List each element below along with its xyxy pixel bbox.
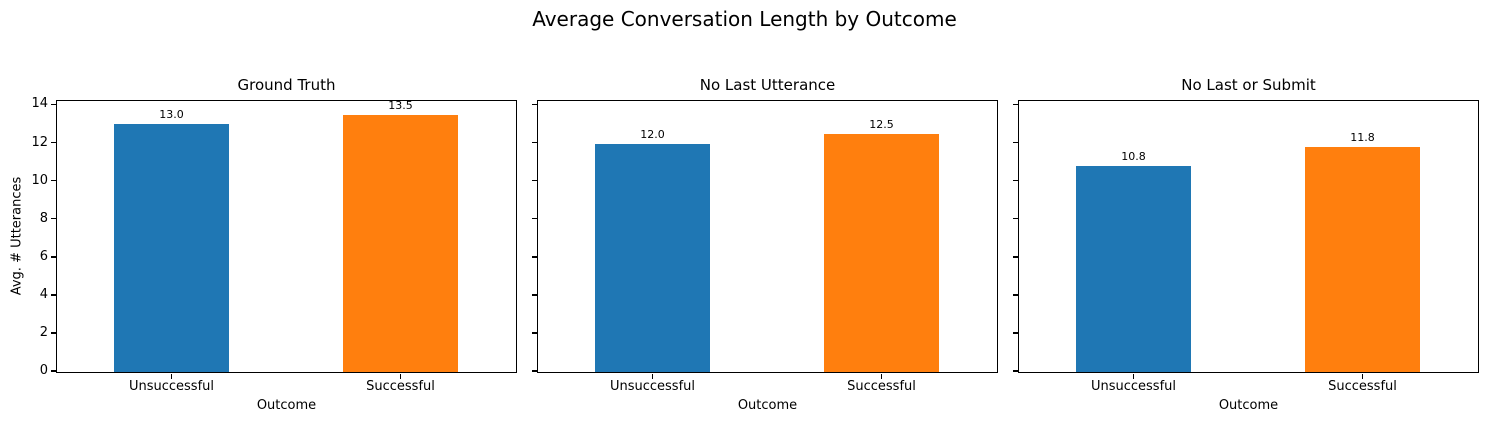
plot-area: 10.8 Unsuccessful 11.8 Successful <box>1012 100 1479 394</box>
y-tick <box>1012 103 1018 106</box>
y-tick <box>50 217 56 220</box>
y-axis-label: Avg. # Utterances <box>9 176 25 296</box>
y-tick <box>531 217 537 220</box>
y-tick-label: 4 <box>39 286 48 302</box>
y-tick <box>50 179 56 182</box>
y-tick <box>531 370 537 372</box>
y-tick <box>1012 256 1018 258</box>
bar-value-label: 13.0 <box>159 108 184 122</box>
y-tick <box>531 103 537 106</box>
x-tick-label: Unsuccessful <box>128 379 215 394</box>
bar-successful <box>343 114 458 372</box>
bar-unsuccessful <box>595 143 710 372</box>
y-tick-label: 14 <box>31 96 48 112</box>
bar-value-label: 12.5 <box>869 118 894 131</box>
y-tick <box>50 103 56 106</box>
bar-unsuccessful <box>1076 166 1191 372</box>
y-tick <box>1012 179 1018 182</box>
subplot-title: No Last or Submit <box>1181 76 1316 94</box>
plot-area: 0 2 4 6 8 10 12 14 13.0 Unsuccessful 13.5 Successfu… <box>31 96 517 394</box>
y-tick <box>531 179 537 182</box>
bar-value-label: 11.8 <box>1350 131 1375 145</box>
y-tick-label: 0 <box>39 363 48 378</box>
x-tick <box>651 373 654 379</box>
y-tick-label: 8 <box>39 210 48 226</box>
y-tick <box>531 141 537 144</box>
figure-title: Average Conversation Length by Outcome <box>532 7 957 31</box>
y-tick-label: 6 <box>39 248 48 264</box>
x-tick-label: Successful <box>1328 379 1397 394</box>
x-tick <box>1132 373 1135 379</box>
plot-area: 12.0 Unsuccessful 12.5 Successful <box>531 100 998 394</box>
bar-value-label: 13.5 <box>388 98 413 112</box>
x-tick-label: Unsuccessful <box>609 379 696 394</box>
bar-successful <box>1305 147 1420 372</box>
y-tick <box>1012 332 1018 334</box>
y-tick-label: 10 <box>31 172 48 188</box>
y-tick <box>531 294 537 296</box>
x-tick <box>880 373 883 379</box>
y-tick-label: 12 <box>31 134 48 150</box>
y-tick <box>50 141 56 144</box>
x-tick-label: Unsuccessful <box>1090 379 1177 394</box>
y-tick <box>531 256 537 258</box>
bar-value-label: 10.8 <box>1121 150 1146 164</box>
y-tick <box>531 332 537 334</box>
y-tick-label: 2 <box>39 324 48 340</box>
x-tick <box>1361 373 1364 379</box>
y-tick <box>50 294 56 296</box>
x-tick <box>170 373 173 379</box>
subplot-ground-truth: Ground Truth 0 2 4 6 8 10 12 14 13.0 Unsuccessful… <box>31 0 517 425</box>
bar-successful <box>824 134 939 372</box>
x-tick-label: Successful <box>366 379 435 394</box>
subplot-title: No Last Utterance <box>699 76 836 94</box>
bar-value-label: 12.0 <box>640 127 665 141</box>
bar-unsuccessful <box>114 124 229 372</box>
y-tick <box>1012 217 1018 220</box>
y-tick <box>1012 370 1018 372</box>
x-axis-label: Outcome <box>1218 398 1279 413</box>
subplot-no-last-utterance: No Last Utterance 12.0 Unsuccessful 12.5 Su… <box>531 0 998 425</box>
subplot-title: Ground Truth <box>237 76 336 94</box>
y-tick <box>50 332 56 334</box>
subplot-no-last-or-submit: No Last or Submit 10.8 Unsuccessful 11.8 Su… <box>1012 0 1479 425</box>
x-axis-label: Outcome <box>256 398 317 413</box>
y-tick <box>50 370 56 372</box>
y-tick <box>50 256 56 258</box>
y-tick <box>1012 294 1018 296</box>
x-tick-label: Successful <box>847 379 916 394</box>
x-axis-label: Outcome <box>737 398 798 413</box>
y-tick <box>1012 141 1018 144</box>
x-tick <box>399 373 402 379</box>
